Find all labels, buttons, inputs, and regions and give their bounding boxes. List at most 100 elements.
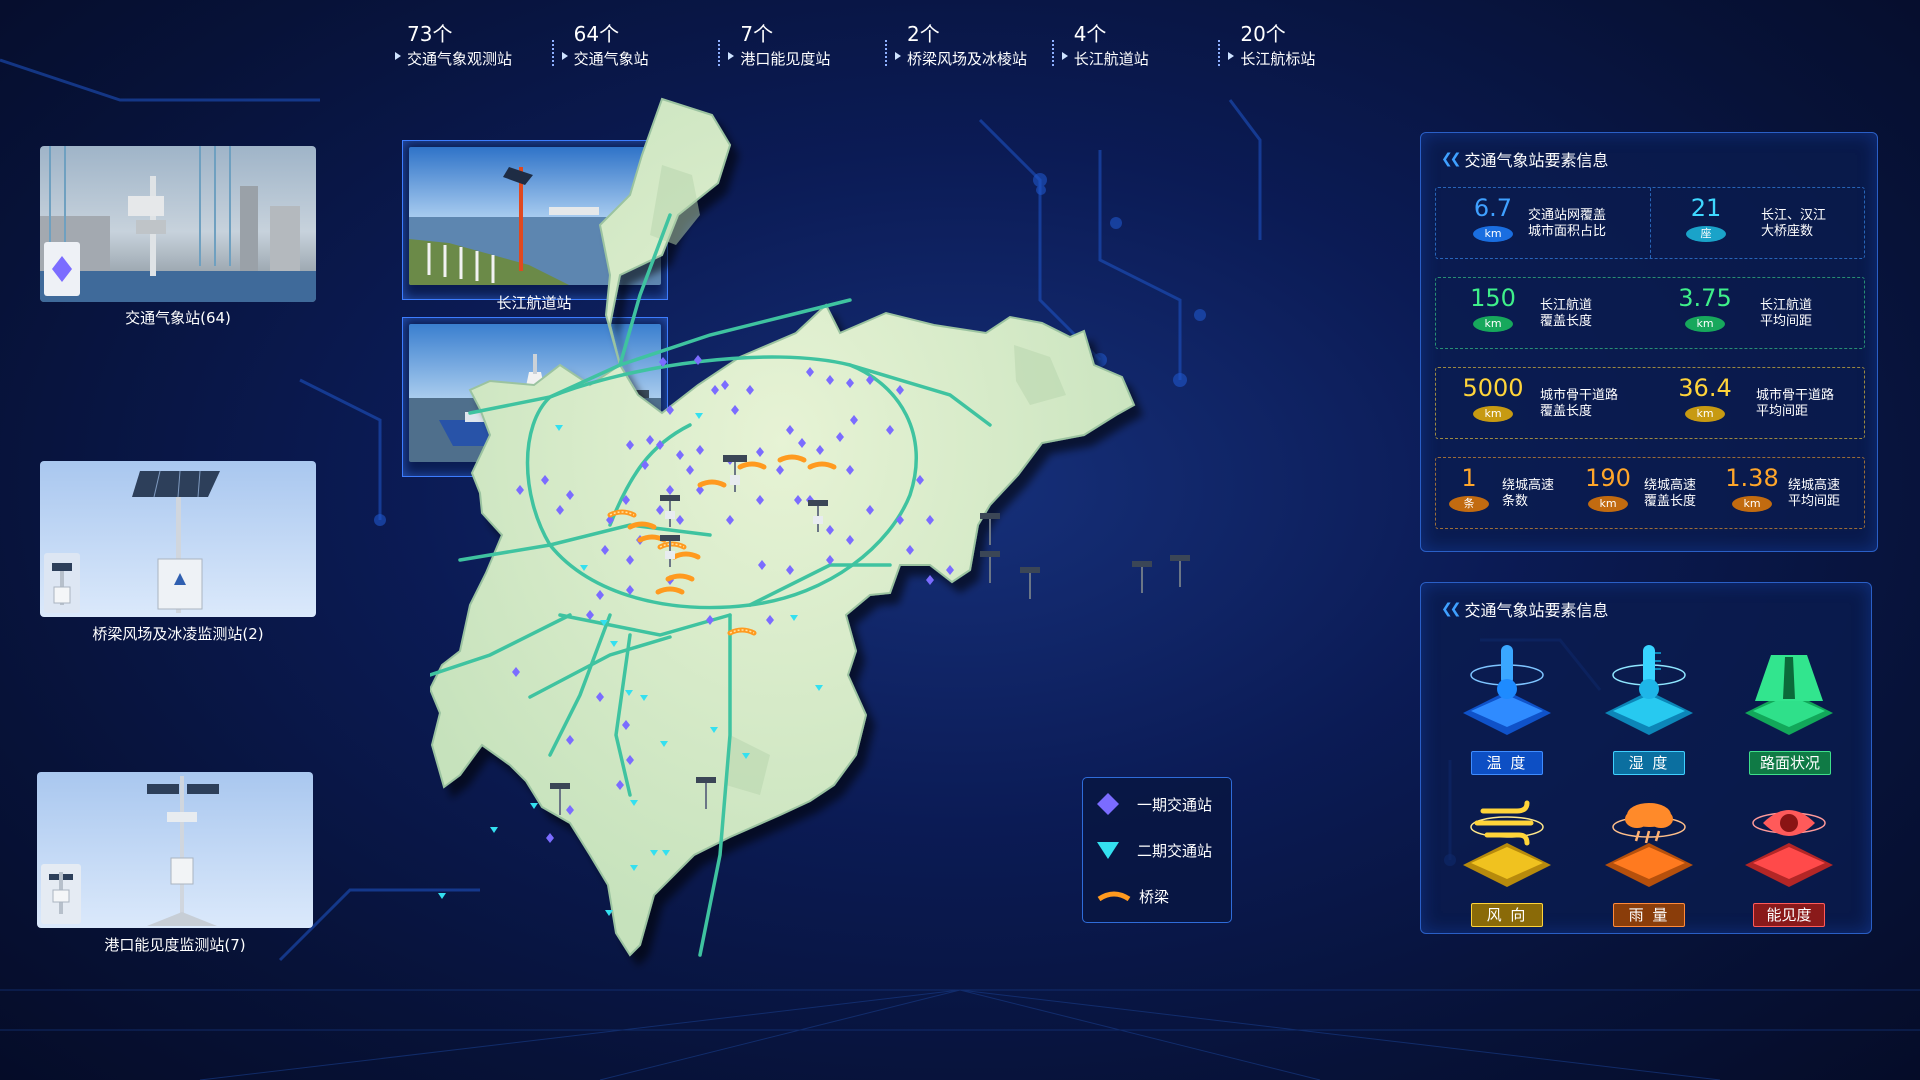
- metric-road-spacing[interactable]: 36.4 km 城市骨干道路 平均间距: [1650, 368, 1864, 438]
- divider: [1218, 40, 1221, 66]
- traffic-station-photo-card[interactable]: [40, 146, 316, 302]
- station-elements-panel: ❮❮ 交通气象站要素信息 温 度 湿 度 路面状况: [1420, 582, 1872, 934]
- metric-row: 1 条 绕城高速 条数 190 km 绕城高速 覆盖长度 1.38 km 绕城高速平…: [1435, 457, 1865, 529]
- metric-value: 190: [1585, 464, 1631, 492]
- divider: [551, 40, 554, 66]
- element-label: 路面状况: [1749, 751, 1831, 775]
- stat-count: 20个: [1240, 22, 1286, 46]
- metric-unit: km: [1473, 226, 1513, 242]
- metric-value: 5000: [1462, 374, 1524, 402]
- phase2-station-markers: [438, 413, 823, 916]
- caret-right-icon: [1061, 52, 1068, 60]
- stat-count: 73个: [407, 22, 453, 46]
- legend-item: 桥梁: [1097, 884, 1169, 908]
- phase1-station-markers: [512, 355, 954, 843]
- metric-unit: 条: [1449, 496, 1489, 512]
- legend-item: 二期交通站: [1097, 838, 1212, 862]
- metric-ring-spacing[interactable]: 1.38 km 绕城高速 平均间距: [1720, 458, 1864, 528]
- thermometer-icon: [1463, 645, 1551, 735]
- double-chevron-left-icon: ❮❮: [1441, 151, 1462, 167]
- double-chevron-left-icon: ❮❮: [1441, 601, 1462, 617]
- diamond-icon: [52, 256, 72, 282]
- humidity-icon: [1605, 645, 1693, 735]
- station-device-thumbnail: [41, 864, 81, 924]
- metric-value: 36.4: [1678, 374, 1732, 402]
- metric-road-length[interactable]: 5000 km 城市骨干道路 覆盖长度: [1436, 368, 1650, 438]
- stat-count: 7个: [740, 22, 774, 46]
- traffic-station-photo: [40, 146, 316, 302]
- triangle-icon: [1097, 842, 1119, 859]
- channel-station-markers: [550, 455, 1190, 815]
- metric-coverage-ratio[interactable]: 6.7 km 交通站网覆盖 城市面积占比: [1436, 188, 1650, 258]
- legend-item: 一期交通站: [1097, 792, 1212, 816]
- stat-label: 交通气象观测站: [407, 50, 513, 68]
- metric-unit: 座: [1686, 226, 1726, 242]
- metric-text: 交通站网覆盖 城市面积占比: [1528, 208, 1607, 239]
- element-label: 湿 度: [1613, 751, 1685, 775]
- stat-label: 港口能见度站: [740, 50, 831, 68]
- legend-label: 二期交通站: [1137, 841, 1213, 860]
- caret-right-icon: [561, 52, 568, 60]
- device-icon: [52, 563, 72, 605]
- device-icon: [49, 872, 73, 914]
- stat-item[interactable]: 20个 长江航标站: [1228, 18, 1395, 74]
- metric-row: 5000 km 城市骨干道路 覆盖长度 36.4 km 城市骨干道路 平均间距: [1435, 367, 1865, 439]
- station-info-panel: ❮❮ 交通气象站要素信息 6.7 km 交通站网覆盖 城市面积占比 21 座 长江…: [1420, 132, 1878, 552]
- stat-label: 长江航标站: [1240, 50, 1316, 68]
- element-label: 能见度: [1753, 903, 1825, 927]
- bridge-station-photo: [132, 470, 220, 613]
- metric-ring-count[interactable]: 1 条 绕城高速 条数: [1436, 458, 1578, 528]
- metric-unit: km: [1732, 496, 1772, 512]
- caret-right-icon: [395, 52, 401, 60]
- metric-channel-spacing[interactable]: 3.75 km 长江航道 平均间距: [1650, 278, 1864, 348]
- divider: [1051, 40, 1054, 66]
- element-humidity[interactable]: 湿 度: [1589, 635, 1709, 775]
- stat-label: 桥梁风场及冰棱站: [907, 50, 1028, 68]
- metric-value: 6.7: [1473, 194, 1513, 222]
- bridge-station-photo-card[interactable]: [40, 461, 316, 617]
- panel-title: ❮❮ 交通气象站要素信息: [1441, 147, 1608, 171]
- metric-unit: km: [1473, 406, 1513, 422]
- diamond-icon: [1097, 793, 1119, 815]
- metric-text: 绕城高速 平均间距: [1788, 478, 1841, 509]
- metric-text: 绕城高速 覆盖长度: [1644, 478, 1697, 509]
- metric-text: 城市骨干道路 覆盖长度: [1540, 388, 1619, 419]
- stat-label: 交通气象站: [573, 50, 649, 68]
- eye-icon: [1745, 810, 1833, 887]
- map-canvas: [428, 97, 1190, 957]
- station-device-thumbnail: [44, 553, 80, 613]
- element-label: 风 向: [1471, 903, 1543, 927]
- element-label: 温 度: [1471, 751, 1543, 775]
- rain-icon: [1605, 803, 1693, 887]
- road-network: [428, 213, 992, 957]
- metric-unit: km: [1685, 316, 1725, 332]
- caret-right-icon: [1228, 52, 1235, 60]
- city-station-map[interactable]: [428, 95, 1390, 1025]
- stat-item[interactable]: 64个 交通气象站: [561, 18, 729, 74]
- metric-channel-length[interactable]: 150 km 长江航道 覆盖长度: [1436, 278, 1650, 348]
- legend-label: 一期交通站: [1137, 795, 1213, 814]
- stat-item[interactable]: 4个 长江航道站: [1061, 18, 1229, 74]
- element-rainfall[interactable]: 雨 量: [1589, 787, 1709, 927]
- stat-item[interactable]: 73个 交通气象观测站: [395, 18, 562, 74]
- port-station-photo-card[interactable]: [37, 772, 313, 928]
- panel-title-text: 交通气象站要素信息: [1464, 151, 1609, 170]
- element-temperature[interactable]: 温 度: [1447, 635, 1567, 775]
- metric-row: 6.7 km 交通站网覆盖 城市面积占比 21 座 长江、汉江 大桥座数: [1435, 187, 1865, 259]
- bridge-icon: [1097, 891, 1131, 902]
- port-station-caption: 港口能见度监测站(7): [104, 936, 246, 954]
- panel-title: ❮❮ 交通气象站要素信息: [1441, 597, 1608, 621]
- metric-unit: km: [1685, 406, 1725, 422]
- wind-icon: [1463, 800, 1551, 887]
- metric-value: 21: [1690, 194, 1722, 222]
- stat-item[interactable]: 2个 桥梁风场及冰棱站: [895, 18, 1062, 74]
- element-visibility[interactable]: 能见度: [1729, 787, 1849, 927]
- panel-title-text: 交通气象站要素信息: [1464, 601, 1609, 620]
- metric-ring-length[interactable]: 190 km 绕城高速 覆盖长度: [1578, 458, 1720, 528]
- element-wind-direction[interactable]: 风 向: [1447, 787, 1567, 927]
- metric-bridge-count[interactable]: 21 座 长江、汉江 大桥座数: [1650, 188, 1865, 258]
- divider: [718, 40, 721, 66]
- stat-item[interactable]: 7个 港口能见度站: [728, 18, 895, 74]
- element-road-condition[interactable]: 路面状况: [1729, 635, 1849, 775]
- metric-text: 绕城高速 条数: [1502, 478, 1555, 509]
